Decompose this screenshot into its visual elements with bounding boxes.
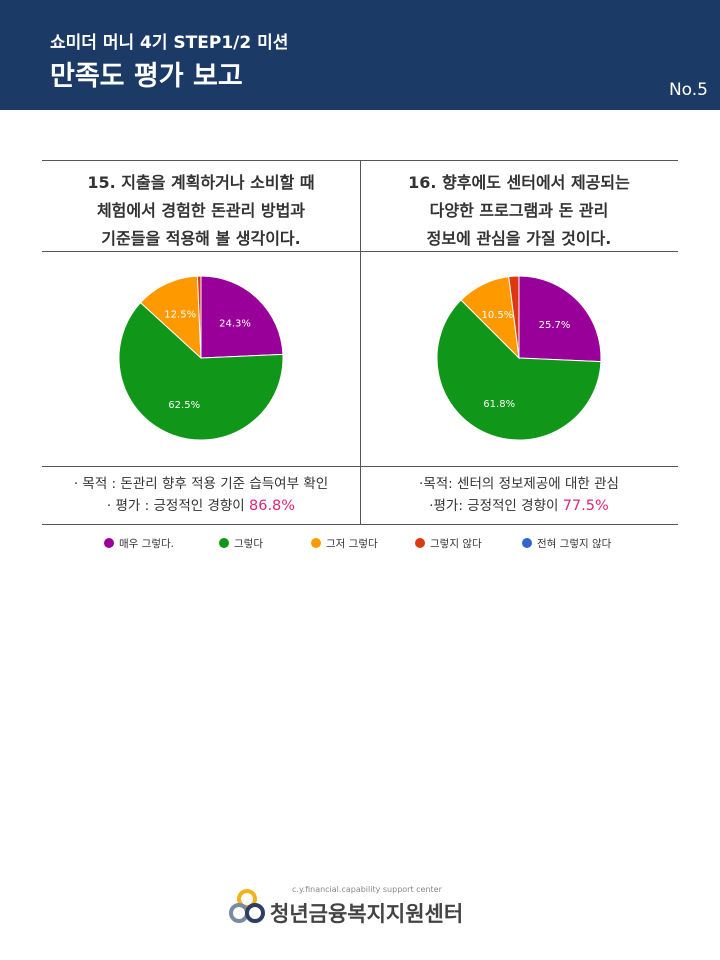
legend-swatch	[522, 538, 532, 548]
question-line: 체험에서 경험한 돈관리 방법과	[96, 201, 306, 220]
pie-slice	[200, 275, 284, 359]
evaluation-value: 77.5%	[562, 498, 609, 514]
question-16-chart: 25.7% 61.8% 10.5%	[360, 253, 678, 465]
pie-chart-16: 25.7% 61.8% 10.5%	[436, 275, 602, 441]
center-logo-icon	[229, 889, 265, 923]
pie-slice	[139, 275, 202, 360]
evaluation-value: 86.8%	[249, 498, 296, 514]
chart-legend: 매우 그렇다. 그렇다 그저 그렇다 그렇지 않다 전혀 그렇지 않다	[0, 536, 720, 556]
question-16-note: ·목적: 센터의 정보제공에 대한 관심 ·평가: 긍정적인 경향이 77.5%	[360, 473, 678, 517]
question-line: 16. 향후에도 센터에서 제공되는	[408, 173, 630, 192]
legend-label: 그렇다	[234, 538, 263, 550]
legend-swatch	[219, 538, 229, 548]
legend-item: 매우 그렇다.	[104, 536, 174, 551]
legend-label: 그렇지 않다	[430, 538, 482, 550]
question-15-title: 15. 지출을 계획하거나 소비할 때 체험에서 경험한 돈관리 방법과 기준들…	[42, 169, 360, 251]
slice-label: 12.5%	[164, 309, 196, 320]
slice-label: 10.5%	[482, 310, 514, 321]
legend-swatch	[311, 538, 321, 548]
pie-slice	[196, 275, 202, 359]
legend-label: 전혀 그렇지 않다	[537, 538, 612, 550]
page-header: 쇼미더 머니 4기 STEP1/2 미션 만족도 평가 보고 No.5	[0, 0, 720, 110]
question-15-chart: 24.3% 62.5% 12.5%	[42, 253, 360, 465]
question-line: 정보에 관심을 가질 것이다.	[426, 229, 612, 248]
legend-label: 매우 그렇다.	[119, 538, 174, 550]
legend-item: 그렇다	[219, 536, 263, 551]
pie-slice	[518, 275, 602, 363]
legend-item: 그렇지 않다	[415, 536, 482, 551]
column-divider	[360, 161, 361, 524]
legend-label: 그저 그렇다	[326, 538, 378, 550]
evaluation-text: ·평가: 긍정적인 경향이 77.5%	[360, 495, 678, 517]
footer-logo: c.y.financial.capability support center …	[228, 882, 498, 932]
organization-name: 청년금융복지지원센터	[270, 902, 464, 926]
purpose-text: · 목적 : 돈관리 향후 적용 기준 습득여부 확인	[73, 476, 329, 492]
survey-table: 15. 지출을 계획하거나 소비할 때 체험에서 경험한 돈관리 방법과 기준들…	[42, 160, 678, 525]
legend-item: 전혀 그렇지 않다	[522, 536, 611, 551]
pie-slice	[436, 299, 602, 441]
footer-tagline: c.y.financial.capability support center	[292, 885, 442, 894]
pie-slice	[508, 275, 520, 359]
evaluation-text: · 평가 : 긍정적인 경향이 86.8%	[42, 495, 360, 517]
slice-label: 62.5%	[168, 400, 200, 411]
question-16-title: 16. 향후에도 센터에서 제공되는 다양한 프로그램과 돈 관리 정보에 관심…	[360, 169, 678, 251]
evaluation-label: ·평가: 긍정적인 경향이	[429, 498, 563, 514]
slice-label: 61.8%	[483, 399, 515, 410]
question-line: 15. 지출을 계획하거나 소비할 때	[87, 173, 315, 192]
pie-chart-15: 24.3% 62.5% 12.5%	[118, 275, 284, 441]
legend-swatch	[104, 538, 114, 548]
page-title: 만족도 평가 보고	[50, 61, 243, 92]
slice-label: 24.3%	[219, 319, 251, 330]
question-line: 기준들을 적용해 볼 생각이다.	[101, 229, 301, 248]
purpose-text: ·목적: 센터의 정보제공에 대한 관심	[419, 476, 619, 492]
question-line: 다양한 프로그램과 돈 관리	[429, 201, 609, 220]
pie-slice	[118, 301, 284, 441]
evaluation-label: · 평가 : 긍정적인 경향이	[106, 498, 249, 514]
page-number: No.5	[668, 80, 708, 100]
slice-label: 25.7%	[539, 320, 571, 331]
header-subtitle: 쇼미더 머니 4기 STEP1/2 미션	[50, 33, 289, 53]
legend-item: 그저 그렇다	[311, 536, 378, 551]
legend-swatch	[415, 538, 425, 548]
question-15-note: · 목적 : 돈관리 향후 적용 기준 습득여부 확인 · 평가 : 긍정적인 …	[42, 473, 360, 517]
